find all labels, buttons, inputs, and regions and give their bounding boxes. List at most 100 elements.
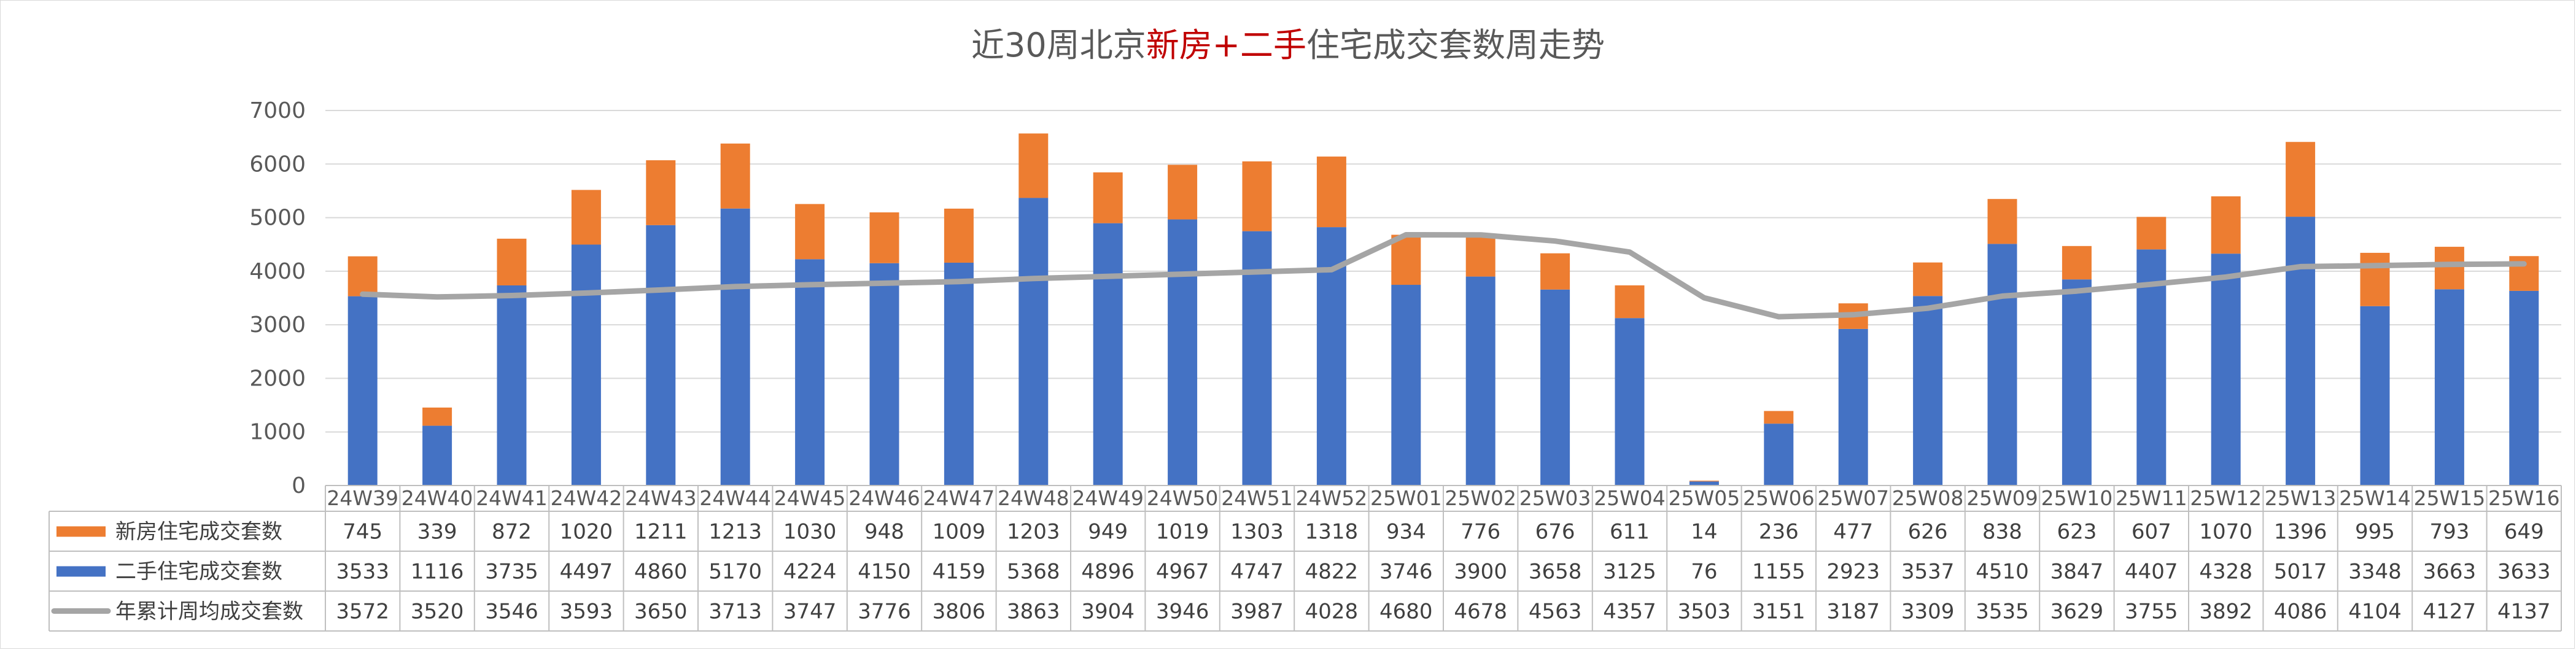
bar-second-hand [2136,249,2167,486]
bar-new-house [1540,253,1570,290]
x-category-label: 25W16 [2488,486,2560,510]
bar-second-hand [2360,306,2390,486]
bar-new-house [720,143,750,209]
data-table-cell: 611 [1610,520,1650,544]
data-table-cell: 995 [2355,520,2395,544]
data-table-cell: 623 [2057,520,2097,544]
x-category-label: 24W41 [476,486,548,510]
bar-new-house [1615,285,1645,319]
title-part-2: 新房+二手 [1146,26,1306,64]
bar-new-house [2211,196,2241,254]
y-tick-label: 4000 [249,259,306,284]
data-table-cell: 4150 [858,560,911,584]
data-table-cell: 793 [2429,520,2469,544]
bar-second-hand [497,285,527,486]
bar-new-house [1018,133,1049,198]
data-table-cell: 3151 [1752,600,1806,624]
data-table-cell: 1116 [411,560,464,584]
data-table-cell: 3900 [1454,560,1507,584]
data-table-cell: 3746 [1379,560,1433,584]
data-table-cell: 3572 [336,600,389,624]
x-category-label: 24W40 [402,486,473,510]
x-category-label: 24W42 [551,486,623,510]
x-category-label: 25W13 [2265,486,2337,510]
data-table-cell: 4680 [1379,600,1433,624]
x-category-label: 25W12 [2190,486,2262,510]
data-table-cell: 1318 [1305,520,1359,544]
data-table-cell: 1020 [560,520,613,544]
data-table-cell: 4563 [1529,600,1582,624]
bar-new-house [2286,142,2316,217]
data-table-cell: 838 [1982,520,2022,544]
data-table-cell: 1019 [1156,520,1209,544]
x-category-label: 24W49 [1072,486,1144,510]
bar-new-house [1465,234,1496,277]
bar-second-hand [944,262,974,486]
data-table-cell: 3987 [1230,600,1284,624]
data-table-cell: 339 [417,520,457,544]
data-table-cell: 1009 [933,520,986,544]
x-category-label: 25W09 [1966,486,2038,510]
data-table-cell: 1396 [2274,520,2327,544]
bar-new-house [347,256,378,296]
data-table-cell: 236 [1759,520,1799,544]
data-table-cell: 2923 [1826,560,1880,584]
data-table-cell: 3713 [708,600,762,624]
legend-label: 新房住宅成交套数 [115,520,282,544]
data-table-cell: 948 [864,520,904,544]
x-category-label: 24W47 [923,486,995,510]
data-table-cell: 3735 [485,560,538,584]
bar-second-hand [422,425,452,486]
data-table-cell: 3806 [933,600,986,624]
x-category-label: 24W39 [327,486,398,510]
x-category-label: 25W07 [1817,486,1889,510]
data-table-cell: 676 [1535,520,1575,544]
data-table-cell: 4860 [634,560,688,584]
y-tick-label: 2000 [249,366,306,391]
y-tick-label: 0 [292,473,306,498]
data-table-cell: 3309 [1901,600,1955,624]
bar-new-house [1987,199,2017,244]
x-category-label: 25W01 [1370,486,1442,510]
x-category-label: 25W14 [2339,486,2411,510]
bar-second-hand [1391,285,1421,486]
data-table-cell: 4967 [1156,560,1209,584]
x-category-label: 25W05 [1669,486,1740,510]
bar-new-house [1391,234,1421,285]
legend-label: 年累计周均成交套数 [115,600,303,624]
data-table-cell: 4497 [560,560,613,584]
data-table-cell: 4137 [2497,600,2551,624]
data-table-cell: 1211 [634,520,688,544]
x-category-label: 25W15 [2414,486,2486,510]
x-category-label: 25W11 [2116,486,2187,510]
data-table-cell: 76 [1691,560,1717,584]
bar-second-hand [1018,198,1049,486]
x-category-label: 24W45 [774,486,846,510]
data-table-cell: 3658 [1529,560,1582,584]
x-category-label: 25W10 [2041,486,2113,510]
bar-second-hand [1540,289,1570,486]
bar-second-hand [2286,217,2316,486]
x-category-label: 24W50 [1147,486,1219,510]
bar-new-house [1093,172,1123,223]
bar-second-hand [1838,328,1868,486]
bar-second-hand [1093,223,1123,486]
bar-second-hand [869,263,899,486]
bar-new-house [869,212,899,263]
data-table-cell: 4224 [783,560,837,584]
data-table-cell: 3537 [1901,560,1955,584]
legend-label: 二手住宅成交套数 [115,560,282,584]
bar-new-house [1242,161,1272,231]
data-table-cell: 1303 [1230,520,1284,544]
data-table-cell: 5017 [2274,560,2327,584]
data-table-cell: 1213 [708,520,762,544]
data-table-cell: 3892 [2199,600,2252,624]
data-table-cell: 4127 [2423,600,2477,624]
bar-second-hand [1615,318,1645,486]
data-table-cell: 4407 [2125,560,2178,584]
data-table-cell: 1155 [1752,560,1806,584]
bar-second-hand [1465,276,1496,486]
x-category-label: 24W48 [998,486,1069,510]
bar-second-hand [347,296,378,486]
